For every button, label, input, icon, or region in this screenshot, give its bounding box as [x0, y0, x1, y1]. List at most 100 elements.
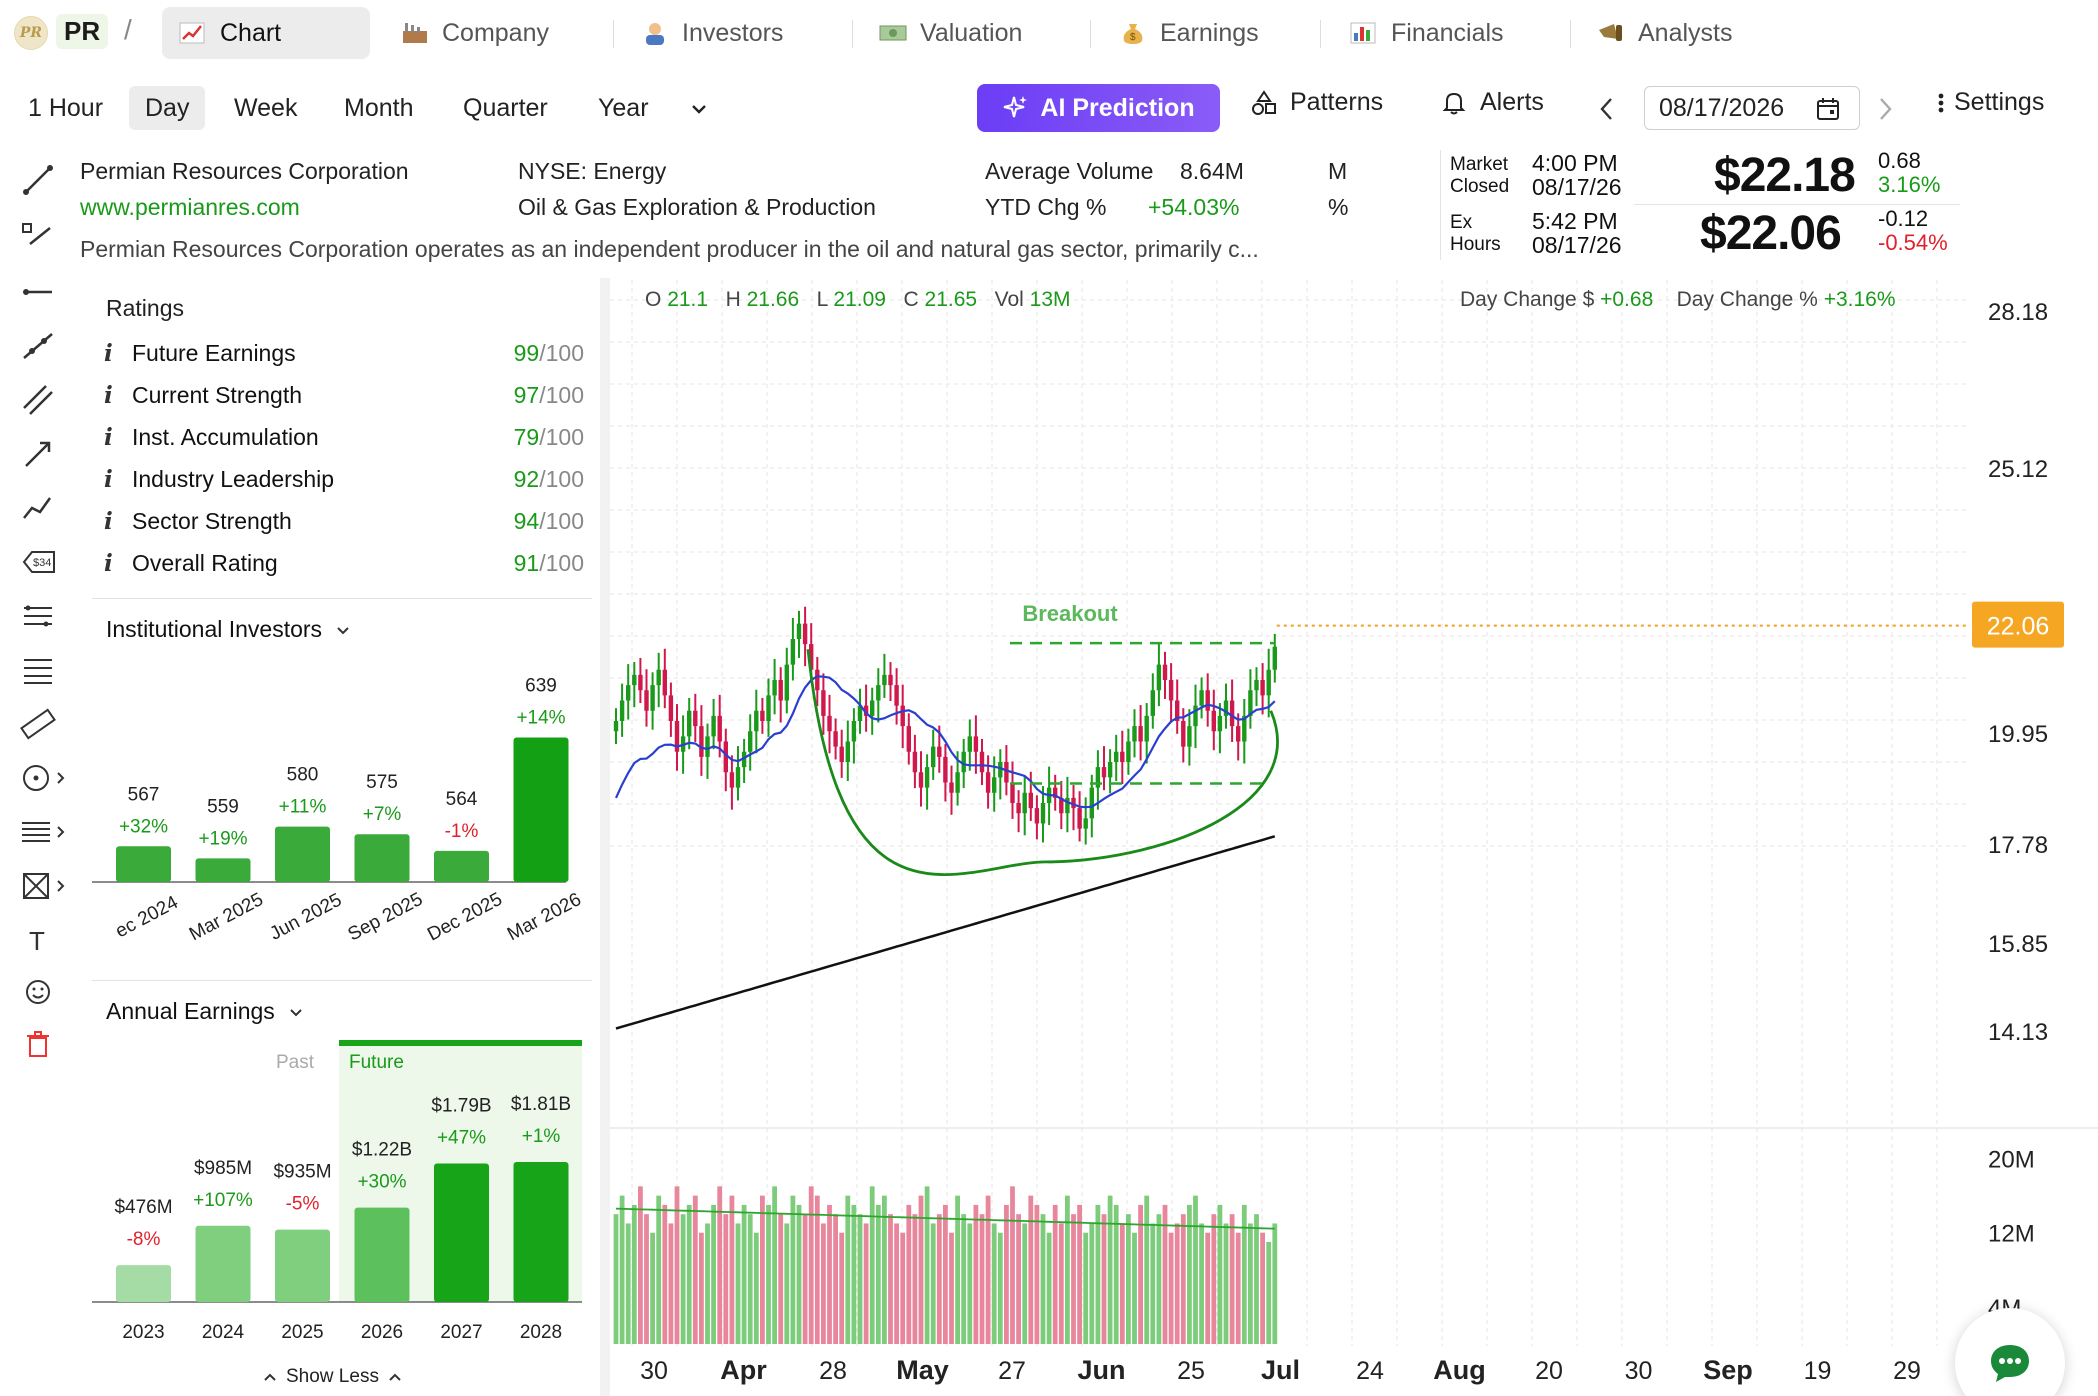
candle[interactable]	[1199, 690, 1204, 706]
show-less-button[interactable]: Show Less	[262, 1366, 403, 1388]
candle[interactable]	[1229, 700, 1235, 727]
candle[interactable]	[644, 690, 649, 711]
rating-row[interactable]: i Industry Leadership 92/100	[104, 462, 584, 496]
candle[interactable]	[1150, 690, 1155, 716]
candle[interactable]	[687, 710, 692, 737]
tab-analysts[interactable]: Analysts	[1580, 7, 1748, 59]
candle[interactable]	[1089, 787, 1094, 819]
period-quarter[interactable]: Quarter	[463, 93, 548, 122]
candle[interactable]	[1010, 782, 1015, 804]
candle[interactable]	[674, 721, 680, 752]
candle[interactable]	[626, 685, 631, 701]
tab-earnings[interactable]: $ Earnings	[1102, 7, 1275, 59]
tab-company[interactable]: Company	[384, 7, 565, 59]
candle[interactable]	[924, 767, 930, 788]
candle[interactable]	[882, 674, 887, 686]
text-tool-icon[interactable]: T	[18, 920, 58, 960]
candle[interactable]	[650, 685, 655, 711]
calendar-icon[interactable]	[1815, 96, 1841, 122]
horizontal-line-icon[interactable]	[18, 272, 58, 312]
rating-row[interactable]: i Current Strength 97/100	[104, 378, 584, 412]
candle[interactable]	[1083, 818, 1088, 829]
parallel-channel-icon[interactable]	[18, 380, 58, 420]
candle[interactable]	[796, 623, 802, 639]
candle[interactable]	[815, 669, 820, 691]
patterns-button[interactable]: Patterns	[1250, 88, 1383, 117]
candle[interactable]	[1107, 762, 1113, 778]
bar[interactable]	[195, 1225, 251, 1302]
text-lines-icon[interactable]	[18, 812, 72, 852]
chevron-down-icon[interactable]	[688, 98, 710, 120]
company-url[interactable]: www.permianres.com	[80, 194, 300, 220]
info-icon[interactable]: i	[104, 381, 113, 409]
period-month[interactable]: Month	[344, 93, 414, 122]
candle[interactable]	[729, 772, 735, 788]
info-icon[interactable]: i	[104, 339, 113, 367]
candle[interactable]	[888, 674, 893, 686]
candle[interactable]	[668, 695, 674, 721]
candle[interactable]	[937, 746, 942, 757]
candle[interactable]	[894, 685, 899, 706]
period-day[interactable]: Day	[129, 86, 206, 130]
candle[interactable]	[613, 721, 619, 732]
candle[interactable]	[1120, 751, 1125, 762]
candle[interactable]	[876, 685, 881, 701]
candle[interactable]	[784, 664, 789, 701]
candle[interactable]	[1260, 680, 1265, 696]
candle[interactable]	[1144, 715, 1149, 742]
info-icon[interactable]: i	[104, 465, 113, 493]
info-icon[interactable]: i	[104, 549, 113, 577]
panel-splitter[interactable]	[600, 278, 610, 1396]
candle[interactable]	[772, 680, 777, 696]
price-chart[interactable]: 28.1825.1222.2019.9517.7815.8514.1320M12…	[610, 270, 2098, 1396]
candle[interactable]	[1004, 762, 1009, 783]
tab-valuation[interactable]: Valuation	[862, 7, 1038, 59]
candle[interactable]	[1205, 690, 1210, 711]
period-year[interactable]: Year	[598, 93, 649, 122]
candle[interactable]	[1071, 797, 1076, 809]
candle[interactable]	[943, 756, 948, 783]
candle[interactable]	[1065, 797, 1070, 814]
candle[interactable]	[900, 705, 905, 727]
candle[interactable]	[1266, 669, 1271, 696]
alerts-button[interactable]: Alerts	[1440, 88, 1544, 117]
candle[interactable]	[693, 710, 698, 727]
tab-financials[interactable]: Financials	[1333, 7, 1520, 59]
settings-button[interactable]: Settings	[1936, 88, 2044, 117]
candle[interactable]	[863, 705, 869, 716]
fib-retracement-icon[interactable]	[18, 596, 58, 636]
candle[interactable]	[839, 746, 844, 762]
candle[interactable]	[1059, 797, 1064, 814]
institutional-dropdown[interactable]: Institutional Investors	[106, 616, 354, 643]
candle[interactable]	[662, 669, 667, 696]
candle[interactable]	[827, 715, 832, 732]
bar[interactable]	[354, 834, 410, 882]
candle[interactable]	[1193, 705, 1198, 727]
candle[interactable]	[790, 639, 796, 665]
candle[interactable]	[1132, 726, 1137, 742]
candle[interactable]	[705, 736, 710, 757]
candle[interactable]	[760, 710, 765, 721]
bar[interactable]	[195, 858, 251, 882]
candle[interactable]	[766, 695, 771, 721]
candle[interactable]	[723, 741, 728, 773]
candle[interactable]	[1211, 710, 1216, 732]
company-description[interactable]: Permian Resources Corporation operates a…	[80, 236, 1259, 262]
candle[interactable]	[1248, 690, 1253, 716]
trash-icon[interactable]	[18, 1024, 58, 1064]
arrow-line-icon[interactable]	[18, 434, 58, 474]
candle[interactable]	[778, 680, 783, 701]
ticker-symbol[interactable]: PR	[56, 14, 109, 49]
rating-row[interactable]: i Inst. Accumulation 79/100	[104, 420, 584, 454]
trend-line-icon[interactable]	[18, 160, 58, 200]
tab-chart[interactable]: Chart	[162, 7, 370, 59]
candle[interactable]	[1028, 792, 1033, 809]
candle[interactable]	[802, 623, 808, 645]
candle[interactable]	[985, 772, 991, 793]
candle[interactable]	[918, 772, 924, 788]
rating-row[interactable]: i Future Earnings 99/100	[104, 336, 584, 370]
emoji-icon[interactable]	[18, 972, 58, 1012]
candle[interactable]	[851, 721, 857, 742]
candle[interactable]	[656, 669, 661, 686]
bar[interactable]	[116, 846, 171, 882]
